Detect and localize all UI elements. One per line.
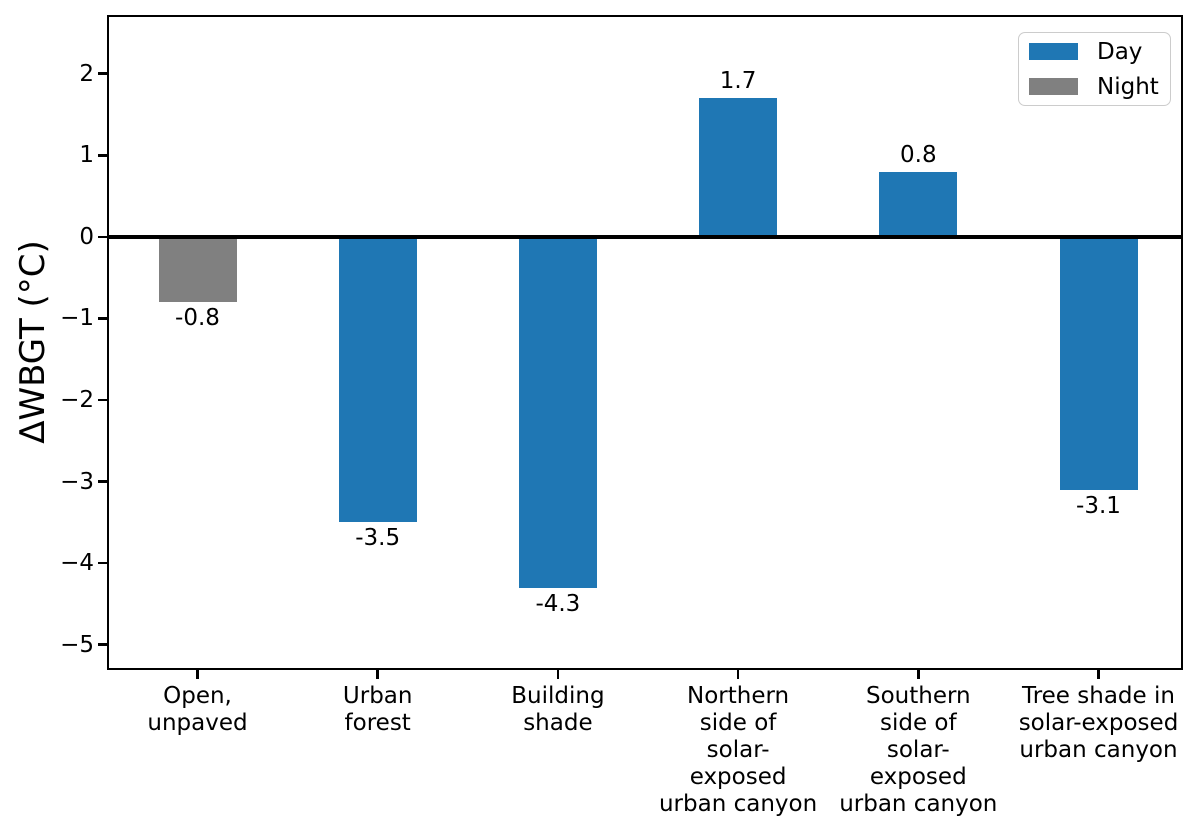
x-category-label: Building shade <box>511 683 605 736</box>
y-tick-label: −1 <box>60 305 94 332</box>
bar-value-label: -0.8 <box>175 305 220 332</box>
y-tick-label: 1 <box>79 142 94 169</box>
y-tick-mark <box>98 317 107 320</box>
y-tick-mark <box>98 643 107 646</box>
bar-value-label: -3.5 <box>355 525 401 552</box>
bar-day <box>338 236 417 523</box>
x-tick-mark <box>736 670 740 679</box>
bar-day <box>699 98 778 237</box>
zero-line <box>107 234 1183 239</box>
y-tick-label: −2 <box>60 387 94 413</box>
bar-value-label: 1.7 <box>719 68 757 95</box>
legend-entry-night: Night <box>1019 69 1170 104</box>
y-tick-label: −5 <box>60 631 94 658</box>
y-tick-label: −4 <box>60 550 94 577</box>
x-category-label: Urban forest <box>342 683 413 736</box>
legend: Day Night <box>1018 32 1171 106</box>
y-tick-label: 0 <box>79 223 94 250</box>
bar-day <box>518 236 597 588</box>
bar-value-label: -3.1 <box>1076 492 1121 519</box>
x-category-label: Southern side of solar- exposed urban ca… <box>839 683 998 817</box>
legend-entry-day: Day <box>1019 34 1170 69</box>
y-tick-mark <box>98 154 107 157</box>
plot-area <box>107 15 1183 670</box>
bar-value-label: -4.3 <box>535 590 581 617</box>
y-tick-label: −3 <box>60 468 94 495</box>
bar-day <box>879 171 958 237</box>
legend-swatch-night <box>1029 78 1078 95</box>
y-tick-mark <box>98 72 107 75</box>
legend-swatch-day <box>1029 43 1078 60</box>
x-tick-mark <box>196 670 199 679</box>
x-category-label: Northern side of solar- exposed urban ca… <box>658 683 818 817</box>
legend-label: Night <box>1097 73 1159 100</box>
legend-label: Day <box>1097 38 1143 65</box>
x-category-label: Tree shade in solar-exposed urban canyon <box>1018 683 1179 763</box>
y-tick-mark <box>98 561 107 565</box>
x-tick-mark <box>1097 670 1100 679</box>
bar-day <box>1059 236 1138 490</box>
x-tick-mark <box>556 670 560 679</box>
y-tick-mark <box>98 235 107 239</box>
bar-night <box>158 236 237 303</box>
y-tick-mark <box>98 398 107 402</box>
y-tick-mark <box>98 480 107 483</box>
y-tick-label: 2 <box>79 60 94 87</box>
x-category-label: Open, unpaved <box>147 683 248 736</box>
bar-value-label: 0.8 <box>900 141 937 168</box>
x-tick-mark <box>376 670 379 679</box>
x-tick-mark <box>917 670 920 679</box>
